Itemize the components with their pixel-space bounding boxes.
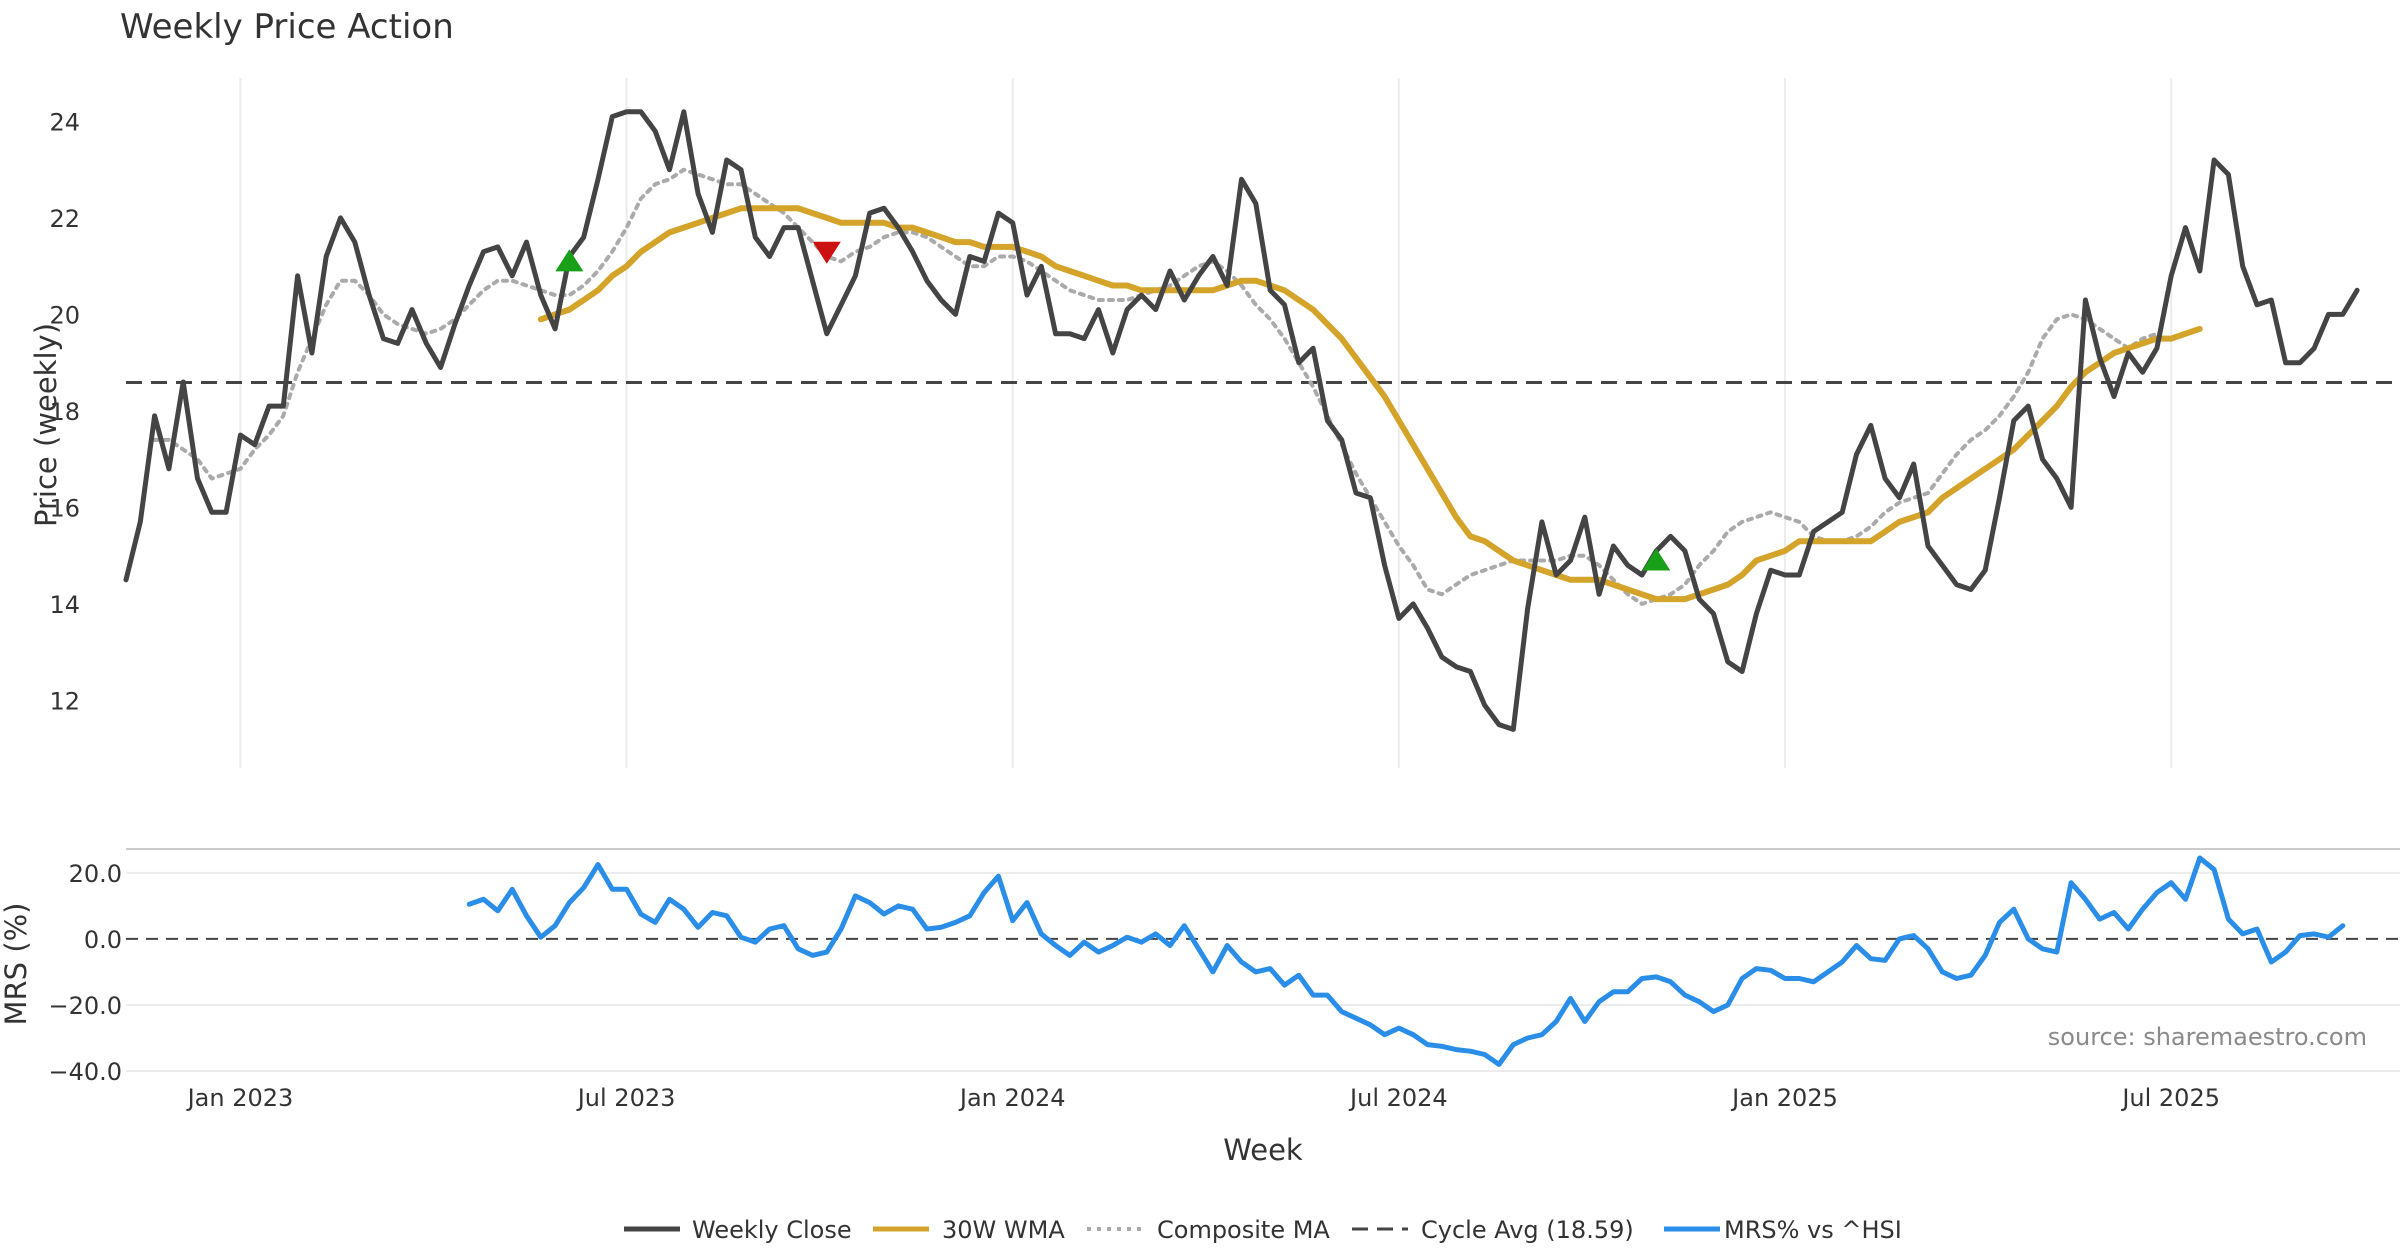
chart-title: Weekly Price Action xyxy=(120,7,454,47)
legend-label-cycle-avg: Cycle Avg (18.59) xyxy=(1421,1216,1634,1244)
sell-signal-marker xyxy=(812,241,841,264)
price-y-tick-label: 12 xyxy=(49,687,80,715)
price-series-group xyxy=(123,109,2360,732)
x-axis-title: Week xyxy=(1223,1133,1303,1167)
signal-markers xyxy=(555,241,1671,571)
mrs-y-axis-ticks: 20.0 0.0 −20.0 −40.0 xyxy=(48,860,122,1086)
price-y-axis-ticks: 12 14 16 18 20 22 24 xyxy=(49,108,80,715)
legend-label-weekly-close: Weekly Close xyxy=(692,1216,852,1244)
price-y-axis-title: Price (weekly) xyxy=(29,323,63,527)
chart-legend: Weekly Close 30W WMA Composite MA Cycle … xyxy=(624,1216,1902,1244)
x-axis-ticks: Jan 2023 Jul 2023 Jan 2024 Jul 2024 Jan 2025… xyxy=(186,1084,2220,1112)
x-tick-label: Jul 2023 xyxy=(576,1084,676,1112)
legend-item-30w-wma[interactable]: 30W WMA xyxy=(873,1216,1065,1244)
wma-30w-line xyxy=(537,205,2203,603)
legend-item-mrs-vs-hsi[interactable]: MRS% vs ^HSI xyxy=(1664,1216,1902,1244)
legend-label-composite-ma: Composite MA xyxy=(1157,1216,1330,1244)
price-y-tick-label: 16 xyxy=(49,494,80,522)
mrs-panel-grid xyxy=(126,871,2400,1073)
x-tick-label: Jan 2024 xyxy=(958,1084,1066,1112)
x-tick-label: Jul 2024 xyxy=(1348,1084,1448,1112)
mrs-y-axis-title: MRS (%) xyxy=(0,903,33,1026)
price-y-tick-label: 20 xyxy=(49,301,80,329)
legend-item-composite-ma[interactable]: Composite MA xyxy=(1087,1216,1330,1244)
x-tick-label: Jan 2025 xyxy=(1730,1084,1838,1112)
x-tick-label: Jan 2023 xyxy=(186,1084,294,1112)
price-y-tick-label: 14 xyxy=(49,591,80,619)
price-y-tick-label: 22 xyxy=(49,205,80,233)
mrs-series-group xyxy=(466,855,2346,1067)
mrs-y-tick-label: −40.0 xyxy=(48,1058,122,1086)
legend-item-weekly-close[interactable]: Weekly Close xyxy=(624,1216,852,1244)
price-y-tick-label: 18 xyxy=(49,398,80,426)
mrs-y-tick-label: −20.0 xyxy=(48,992,122,1020)
buy-signal-marker xyxy=(555,249,584,272)
price-y-tick-label: 24 xyxy=(49,108,80,136)
x-tick-label: Jul 2025 xyxy=(2120,1084,2220,1112)
legend-label-mrs-vs-hsi: MRS% vs ^HSI xyxy=(1724,1216,1902,1244)
mrs-y-tick-label: 0.0 xyxy=(84,926,122,954)
buy-signal-marker xyxy=(1642,548,1671,571)
legend-label-30w-wma: 30W WMA xyxy=(942,1216,1065,1244)
legend-item-cycle-avg[interactable]: Cycle Avg (18.59) xyxy=(1352,1216,1634,1244)
price-panel-grid xyxy=(239,78,2173,768)
mrs-y-tick-label: 20.0 xyxy=(69,860,122,888)
source-note: source: sharemaestro.com xyxy=(2048,1023,2367,1051)
weekly-close-line xyxy=(123,109,2360,732)
mrs-vs-hsi-line xyxy=(466,855,2346,1067)
